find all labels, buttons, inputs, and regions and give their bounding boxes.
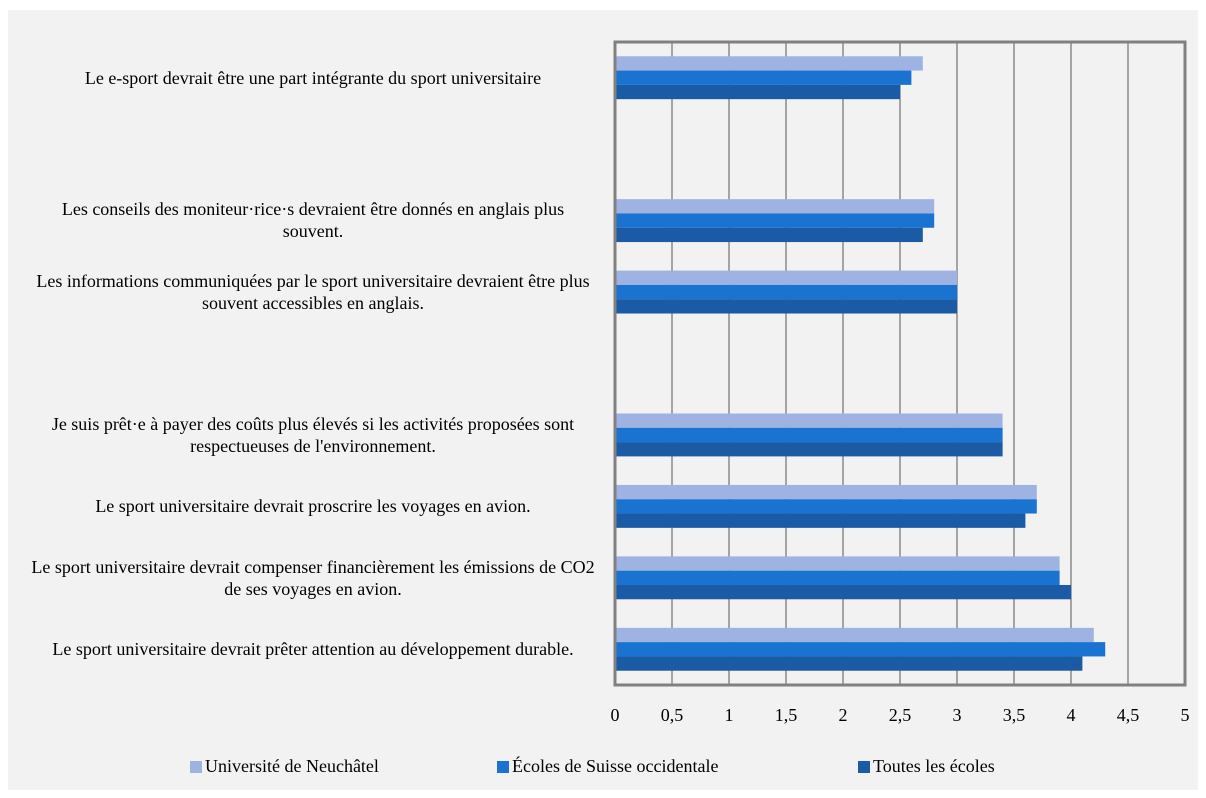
y-tick-label-text: Les informations communiquées par le spo… [36, 270, 590, 313]
x-tick-label: 5 [1181, 705, 1190, 725]
y-tick-label: Le sport universitaire devrait compenser… [30, 542, 596, 613]
bar [615, 570, 1060, 585]
bar [615, 499, 1037, 514]
y-tick-label: Le e-sport devrait être une part intégra… [30, 42, 596, 113]
bar [615, 413, 1003, 428]
legend-label: Toutes les écoles [873, 756, 995, 776]
bar [615, 513, 1026, 528]
bar [615, 84, 900, 100]
y-tick-label: Le sport universitaire devrait prêter at… [30, 614, 596, 685]
y-tick-label: Le sport universitaire devrait proscrire… [30, 471, 596, 542]
bar [615, 584, 1071, 600]
bar [615, 656, 1083, 671]
plot-border [613, 40, 1187, 687]
y-tick-label-text: Les conseils des moniteur·rice·s devraie… [61, 199, 565, 242]
bar [615, 556, 1060, 571]
bar [615, 56, 923, 71]
x-tick-label: 3,5 [1003, 705, 1026, 725]
bar [615, 627, 1094, 643]
x-tick-label: 2 [839, 705, 848, 725]
bar [615, 442, 1003, 457]
y-tick-label-text: Le sport universitaire devrait prêter at… [52, 639, 574, 660]
y-tick-label-text: Le sport universitaire devrait compenser… [31, 556, 595, 599]
bar [615, 270, 957, 285]
x-tick-label: 0,5 [661, 705, 684, 725]
bar [615, 484, 1037, 500]
x-tick-label: 3 [953, 705, 962, 725]
x-tick-label: 4,5 [1117, 705, 1140, 725]
x-tick-label: 1,5 [775, 705, 798, 725]
legend-swatch [858, 761, 870, 773]
x-tick-label: 2,5 [889, 705, 912, 725]
bar [615, 299, 957, 314]
bar [615, 642, 1106, 657]
bar [615, 227, 923, 243]
y-tick-label: Je suis prêt·e à payer des coûts plus él… [30, 399, 596, 470]
y-tick-label-text: Je suis prêt·e à payer des coûts plus él… [51, 413, 575, 456]
y-tick-label-text: Le e-sport devrait être une part intégra… [84, 67, 542, 88]
y-tick-label-text: Le sport universitaire devrait proscrire… [95, 496, 531, 517]
legend-swatch [497, 761, 509, 773]
legend-label: Université de Neuchâtel [205, 756, 379, 776]
bar [615, 427, 1003, 443]
x-tick-label: 0 [611, 705, 620, 725]
y-tick-label: Les informations communiquées par le spo… [30, 256, 596, 327]
x-tick-label: 1 [725, 705, 734, 725]
y-tick-label: Les conseils des moniteur·rice·s devraie… [30, 185, 596, 256]
legend-label: Écoles de Suisse occidentale [512, 755, 718, 776]
bar [615, 284, 957, 300]
bar [615, 70, 912, 85]
bar [615, 213, 935, 228]
legend-swatch [190, 761, 202, 773]
x-tick-label: 4 [1067, 705, 1076, 725]
bar [615, 199, 935, 214]
